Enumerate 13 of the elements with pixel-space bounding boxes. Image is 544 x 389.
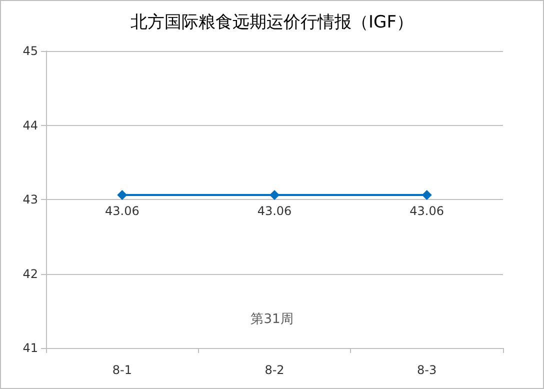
y-tick-label: 41: [22, 341, 38, 355]
x-tick-label: 8-3: [417, 363, 437, 377]
y-tick-label: 43: [22, 192, 38, 206]
x-tick-label: 8-1: [112, 363, 132, 377]
annotation: 第31周: [250, 312, 294, 327]
y-tick-label: 42: [22, 266, 38, 281]
y-tick-label: 45: [22, 44, 38, 58]
x-tick-label: 8-2: [264, 363, 284, 377]
chart-title: 北方国际粮食远期运价行情报（IGF）: [130, 12, 414, 32]
data-label: 43.06: [257, 204, 292, 218]
y-tick-label: 44: [22, 118, 38, 132]
data-label: 43.06: [410, 204, 444, 218]
data-label: 43.06: [104, 204, 140, 218]
